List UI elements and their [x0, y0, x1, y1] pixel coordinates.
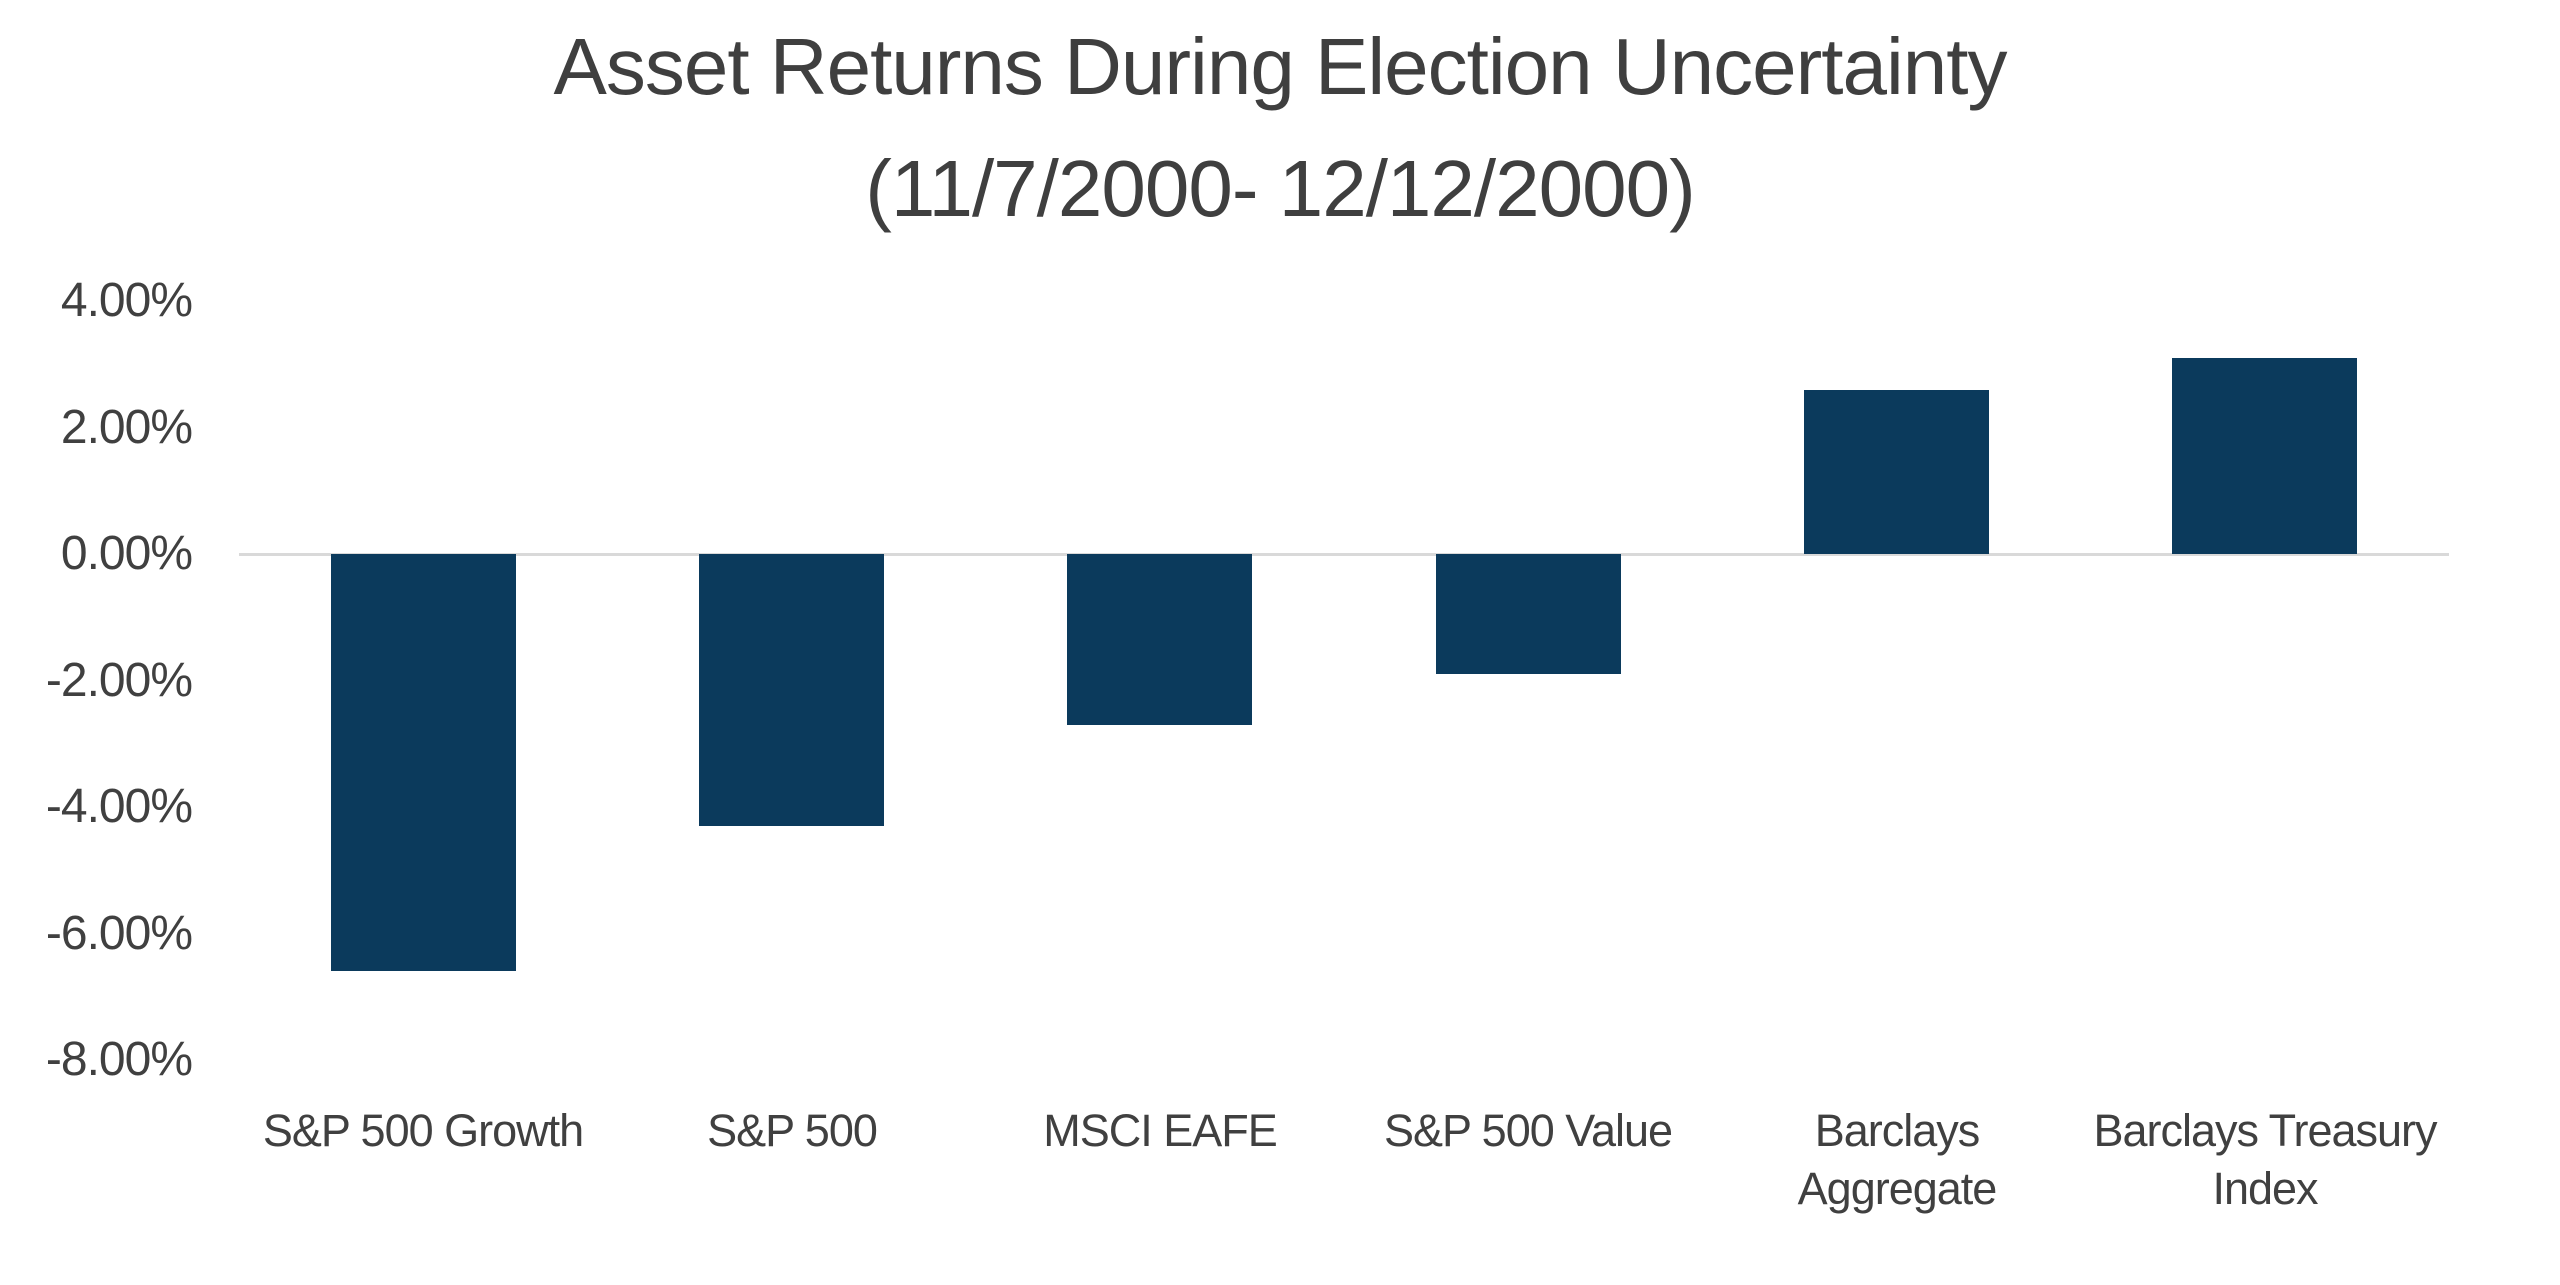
- bar: [1804, 390, 1989, 554]
- y-tick-label: -6.00%: [45, 907, 193, 960]
- chart-subtitle: (11/7/2000- 12/12/2000): [865, 144, 1696, 233]
- y-tick-label: 0.00%: [60, 527, 193, 580]
- zero-axis-line: [239, 553, 2449, 556]
- bar: [331, 554, 516, 971]
- x-category-label: S&P 500 Growth: [262, 1105, 584, 1156]
- x-category-label: Barclays Aggregate: [1797, 1105, 1998, 1214]
- x-axis: S&P 500 Growth S&P 500 MSCI EAFE S&P 500 Va…: [239, 0, 2449, 1285]
- x-category-label: MSCI EAFE: [1043, 1105, 1278, 1156]
- chart-title-block: Asset Returns During Election Uncertaint…: [0, 6, 2560, 250]
- x-category-label: Barclays Treasury Index: [2093, 1105, 2437, 1214]
- bar: [1436, 554, 1621, 674]
- bar: [2172, 358, 2357, 554]
- bar: [699, 554, 884, 826]
- y-tick-label: -8.00%: [45, 1033, 193, 1086]
- y-tick-label: 2.00%: [60, 401, 193, 454]
- y-tick-label: 4.00%: [60, 274, 193, 327]
- y-tick-label: -4.00%: [45, 780, 193, 833]
- bar: [1067, 554, 1252, 725]
- chart-title: Asset Returns During Election Uncertaint…: [553, 22, 2008, 111]
- x-category-label: S&P 500: [707, 1105, 878, 1156]
- plot-area: [239, 301, 2449, 1060]
- y-tick-label: -2.00%: [45, 654, 193, 707]
- y-axis: 4.00% 2.00% 0.00% -2.00% -4.00% -6.00% -8.00%: [0, 0, 193, 1285]
- x-category-label: S&P 500 Value: [1383, 1105, 1673, 1156]
